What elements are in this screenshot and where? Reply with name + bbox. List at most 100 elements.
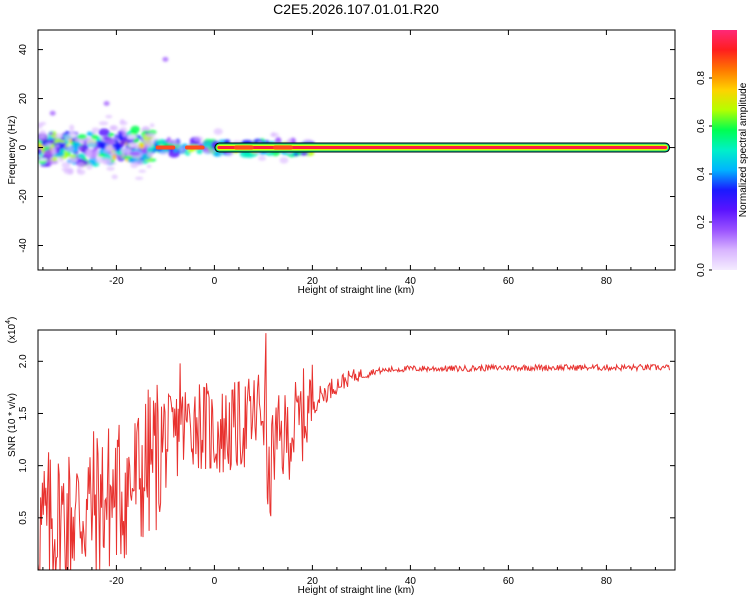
spectrogram-y-tick-label: -40 xyxy=(18,238,29,253)
spectrogram-ridge xyxy=(155,142,671,153)
spectrogram-y-ticks: -40 -20 0 20 40 xyxy=(18,44,675,253)
spectrogram-faint-blob xyxy=(109,125,117,131)
spectrogram-blob xyxy=(138,143,145,149)
spectrogram-blob xyxy=(90,134,99,140)
snr-exponent-power: 4 xyxy=(5,320,12,324)
spectrogram-faint-blob xyxy=(50,161,59,165)
snr-series-line xyxy=(38,333,670,570)
spectrogram-faint-blob xyxy=(102,158,112,166)
spectrogram-faint-blob xyxy=(258,155,267,161)
spectrogram-blob xyxy=(38,147,42,156)
spectrogram-x-tick-label: -20 xyxy=(109,276,124,287)
spectrogram-faint-blob xyxy=(213,128,223,135)
snr-x-tick-label: 0 xyxy=(212,576,218,587)
spectrogram-faint-blob xyxy=(147,151,153,157)
spectrogram-faint-blob xyxy=(111,174,118,180)
snr-y-ticks: 0.5 1.0 1.5 2.0 xyxy=(18,354,675,525)
spectrogram-faint-blob xyxy=(49,156,54,162)
ridge-segment xyxy=(273,145,293,150)
spectrogram-x-tick-label: 0 xyxy=(212,276,218,287)
snr-exponent-label: (x104) xyxy=(5,317,18,344)
spectrogram-blob xyxy=(99,141,107,150)
snr-x-tick-label: 40 xyxy=(405,576,417,587)
spectrogram-faint-blob xyxy=(86,163,93,170)
snr-panel: -20 0 20 40 60 80 0.5 1.0 1.5 2.0 Height of stra… xyxy=(5,317,676,596)
colorbar-tick-label: 0.6 xyxy=(696,119,707,133)
spectrogram-faint-blob xyxy=(167,139,177,145)
snr-exponent-suffix: ) xyxy=(7,317,18,320)
spectrogram-faint-blob xyxy=(147,132,156,138)
spectrogram-blob xyxy=(104,138,115,146)
snr-y-label: SNR (10 * v/v) xyxy=(7,393,18,457)
spectrogram-faint-blob xyxy=(91,127,100,132)
spectrogram-blob xyxy=(130,125,141,134)
spectrogram-faint-blob xyxy=(64,134,72,142)
spectrogram-faint-blob xyxy=(149,123,155,128)
spectrogram-faint-blob xyxy=(67,156,78,164)
colorbar-tick-label: 0.0 xyxy=(696,263,707,277)
spectrogram-faint-blob xyxy=(138,169,147,173)
spectrogram-faint-blob xyxy=(208,148,216,154)
spectrogram-y-tick-label: -20 xyxy=(18,189,29,204)
spectrogram-x-tick-label: 20 xyxy=(307,276,319,287)
snr-plot-area xyxy=(38,330,675,570)
snr-y-tick-label: 0.5 xyxy=(18,510,29,524)
spectrogram-faint-blob xyxy=(302,138,313,144)
spectrogram-x-label: Height of straight line (km) xyxy=(298,285,415,296)
spectrogram-x-tick-label: 80 xyxy=(601,276,613,287)
spectrogram-panel: -20 0 20 40 60 80 -40 -20 0 20 40 Height of strai… xyxy=(7,29,676,296)
spectrogram-faint-blob xyxy=(66,146,74,152)
spectrogram-blob xyxy=(126,134,138,140)
spectrogram-x-ticks: -20 0 20 40 60 80 xyxy=(42,30,656,287)
spectrogram-marks xyxy=(38,56,671,180)
spectrogram-faint-blob xyxy=(128,143,137,148)
spectrogram-blobs xyxy=(38,56,315,180)
spectrogram-blob xyxy=(299,151,309,156)
spectrogram-blob xyxy=(86,131,94,137)
snr-x-ticks: -20 0 20 40 60 80 xyxy=(42,330,656,587)
spectrogram-faint-blob xyxy=(92,150,100,157)
colorbar-tick-label: 0.2 xyxy=(696,215,707,229)
snr-x-tick-label: 80 xyxy=(601,576,613,587)
snr-marks xyxy=(38,333,670,570)
spectrogram-y-tick-label: 20 xyxy=(18,93,29,105)
spectrogram-outlier xyxy=(103,100,110,106)
snr-x-label: Height of straight line (km) xyxy=(298,585,415,596)
spectrogram-frame xyxy=(37,29,676,271)
spectrogram-blob xyxy=(202,141,214,148)
spectrogram-blob xyxy=(129,151,141,156)
snr-frame xyxy=(37,329,676,571)
spectrogram-faint-blob xyxy=(69,124,75,132)
spectrogram-faint-blob xyxy=(76,161,86,169)
ridge-segment xyxy=(155,145,176,150)
spectrogram-faint-blob xyxy=(143,139,154,146)
snr-x-tick-label: 20 xyxy=(307,576,319,587)
ridge-segment xyxy=(185,145,205,150)
spectrogram-faint-blob xyxy=(58,157,64,162)
spectrogram-blob xyxy=(98,128,110,137)
spectrogram-faint-blob xyxy=(134,176,144,180)
spectrogram-blob xyxy=(78,145,83,151)
spectrogram-blob xyxy=(77,134,87,140)
spectrogram-x-tick-label: 60 xyxy=(503,276,515,287)
snr-x-tick-label: 60 xyxy=(503,576,515,587)
spectrogram-faint-blob xyxy=(108,146,116,153)
spectrogram-faint-blob xyxy=(76,167,81,173)
ridge-core xyxy=(217,146,668,150)
spectrogram-faint-blob xyxy=(193,136,204,142)
spectrogram-outlier xyxy=(162,56,169,62)
spectrogram-blob xyxy=(47,137,54,141)
colorbar-label: Normalized spectral amplitude xyxy=(738,82,749,217)
spectrogram-outlier xyxy=(49,110,56,116)
spectrogram-faint-blob xyxy=(119,120,128,126)
figure-title: C2E5.2026.107.01.01.R20 xyxy=(273,1,439,17)
spectrogram-faint-blob xyxy=(121,150,126,158)
spectrogram-blob xyxy=(173,148,178,153)
spectrogram-faint-blob xyxy=(106,166,115,171)
spectrogram-faint-blob xyxy=(53,133,64,140)
spectrogram-blob xyxy=(85,148,93,157)
spectrogram-blob xyxy=(155,139,167,146)
spectrogram-faint-blob xyxy=(271,132,276,138)
spectrogram-faint-blob xyxy=(98,121,109,126)
spectrogram-blob xyxy=(112,154,117,160)
